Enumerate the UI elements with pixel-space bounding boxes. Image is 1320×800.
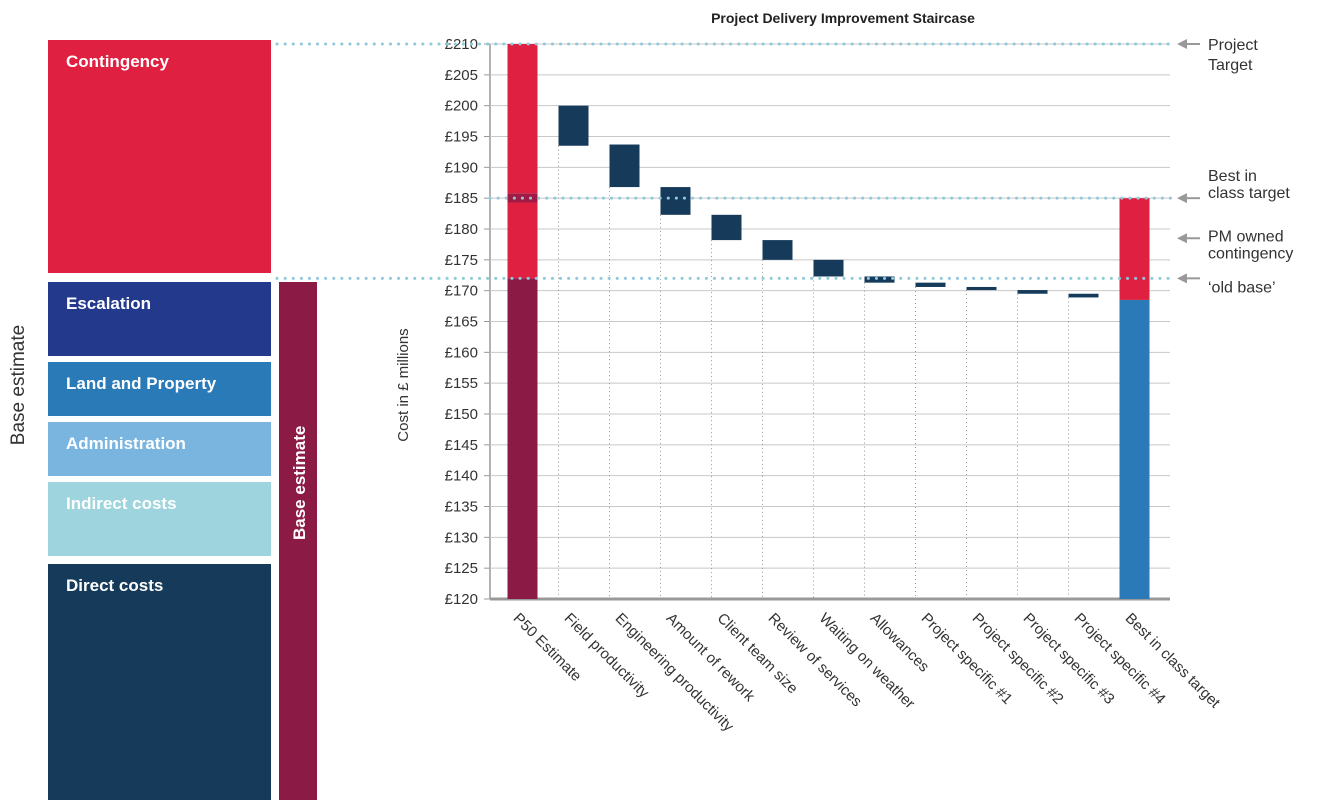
side-label: Base estimate (8, 325, 29, 445)
land-block: Land and Property (48, 362, 271, 416)
step (609, 144, 640, 188)
y-tick-label: £210 (445, 36, 478, 53)
step (558, 105, 589, 146)
callout-label: Best in (1208, 168, 1257, 185)
y-tick-label: £180 (445, 221, 478, 238)
x-tick-label: Project specific #2 (969, 610, 1067, 708)
step (762, 240, 793, 260)
stack-segment (1119, 198, 1150, 300)
step (711, 214, 742, 241)
step (813, 259, 844, 277)
y-tick-label: £170 (445, 283, 478, 300)
y-tick-label: £160 (445, 344, 478, 361)
base-bar (279, 282, 317, 800)
y-tick-label: £125 (445, 560, 478, 577)
base-bar-label: Base estimate (290, 426, 309, 540)
callout-arrowhead (1177, 273, 1187, 284)
callout-arrowhead (1177, 193, 1187, 204)
callout-label: class target (1208, 185, 1290, 202)
y-tick-label: £165 (445, 314, 478, 331)
y-axis-label: Cost in £ millions (395, 328, 412, 441)
step (1017, 290, 1048, 294)
step (1068, 293, 1099, 298)
y-tick-label: £120 (445, 591, 478, 608)
callout-label: ‘old base’ (1208, 279, 1276, 296)
y-tick-label: £130 (445, 529, 478, 546)
y-tick-label: £175 (445, 252, 478, 269)
escalation-block: Escalation (48, 282, 271, 356)
x-tick-label: Project specific #1 (918, 610, 1016, 708)
x-tick-label: Review of services (765, 610, 865, 710)
y-tick-label: £140 (445, 468, 478, 485)
x-tick-label: Project specific #3 (1020, 610, 1118, 708)
step (966, 286, 997, 291)
callout-label: Target (1208, 57, 1253, 74)
step (864, 276, 895, 283)
stack-segment (1119, 299, 1150, 599)
y-tick-label: £145 (445, 437, 478, 454)
y-tick-label: £150 (445, 406, 478, 423)
stack-segment (507, 202, 538, 279)
y-tick-label: £200 (445, 98, 478, 115)
callout-arrowhead (1177, 233, 1187, 244)
callout-arrowhead (1177, 39, 1187, 49)
y-tick-label: £155 (445, 375, 478, 392)
y-tick-label: £205 (445, 67, 478, 84)
contingency-block: Contingency (48, 40, 271, 273)
callout-label: contingency (1208, 245, 1293, 262)
x-tick-label: Project specific #4 (1071, 610, 1169, 708)
y-tick-label: £195 (445, 129, 478, 146)
step (660, 187, 691, 215)
y-tick-label: £185 (445, 190, 478, 207)
stack-segment (507, 278, 538, 599)
callout-label: PM owned (1208, 228, 1284, 245)
x-tick-label: Waiting on weather (816, 610, 918, 712)
x-tick-label: Best in class target (1122, 610, 1224, 712)
admin-block: Administration (48, 422, 271, 476)
chart-title: Project Delivery Improvement Staircase (711, 10, 975, 26)
callout-label: Project (1208, 37, 1258, 54)
x-tick-label: Amount of rework (663, 610, 758, 705)
y-tick-label: £190 (445, 159, 478, 176)
stack-segment (507, 44, 538, 194)
y-tick-label: £135 (445, 499, 478, 516)
indirect-block: Indirect costs (48, 482, 271, 556)
direct-block: Direct costs (48, 564, 271, 800)
step (915, 282, 946, 287)
